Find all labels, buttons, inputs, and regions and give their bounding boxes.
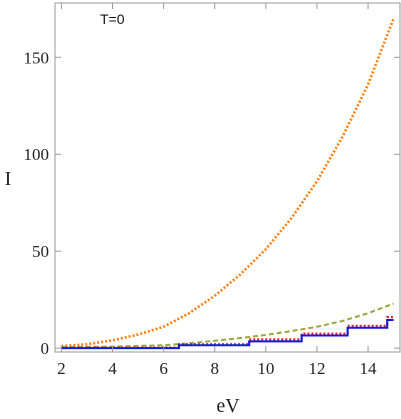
annotation-label: T=0 bbox=[100, 11, 125, 27]
series-line-1 bbox=[61, 18, 395, 348]
x-tick-label: 10 bbox=[257, 359, 274, 378]
x-axis-title: eV bbox=[216, 395, 240, 417]
y-tick-label: 0 bbox=[41, 339, 50, 358]
ticks-layer: 2 4 6 8 10 12 14 0 50 100 150 bbox=[24, 3, 400, 378]
series-line-4 bbox=[61, 319, 394, 350]
x-tick-label: 12 bbox=[308, 359, 325, 378]
x-tick-label: 8 bbox=[210, 359, 219, 378]
plot-frame bbox=[54, 2, 401, 353]
series-layer bbox=[61, 18, 395, 350]
x-tick-label: 2 bbox=[57, 359, 66, 378]
y-tick-label: 50 bbox=[32, 242, 49, 261]
series-line-3 bbox=[61, 316, 394, 349]
y-tick-label: 100 bbox=[24, 145, 50, 164]
x-tick-label: 14 bbox=[360, 359, 378, 378]
x-tick-label: 6 bbox=[159, 359, 168, 378]
y-tick-label: 150 bbox=[24, 48, 50, 67]
y-axis-title: I bbox=[5, 168, 12, 190]
x-tick-label: 4 bbox=[108, 359, 117, 378]
series-line-2 bbox=[61, 302, 394, 349]
